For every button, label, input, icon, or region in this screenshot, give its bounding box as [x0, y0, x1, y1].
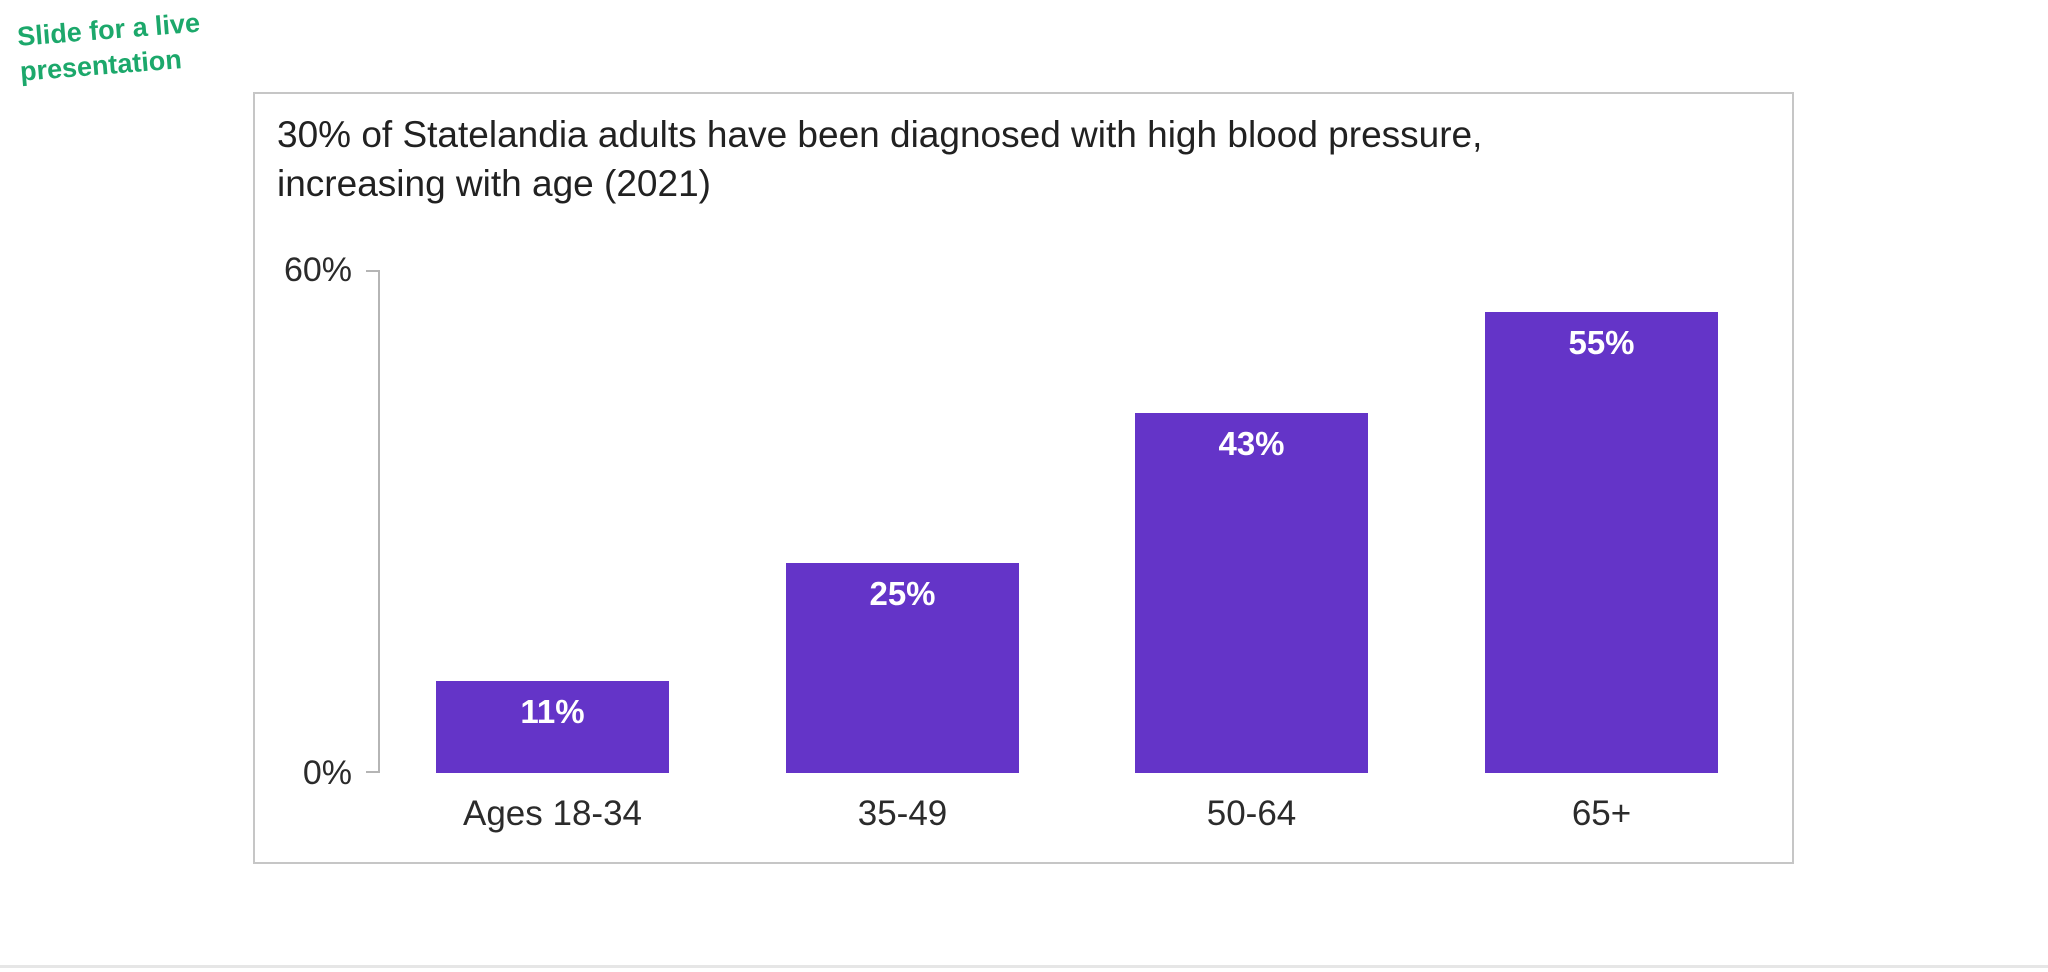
bar-group: 11% Ages 18-34	[436, 94, 669, 866]
y-axis-max-label: 60%	[283, 251, 352, 289]
y-axis-min-label: 0%	[302, 754, 352, 792]
y-axis-tick-min	[366, 771, 379, 773]
y-axis-line	[378, 270, 380, 773]
presenter-note: Slide for a live presentation	[16, 7, 202, 87]
bar-group: 25% 35-49	[786, 94, 1019, 866]
bar-group: 55% 65+	[1485, 94, 1718, 866]
bar: 25%	[786, 563, 1019, 773]
bar-value-label: 55%	[1568, 324, 1635, 361]
x-axis-category-label: 35-49	[857, 794, 948, 833]
bar-value-label: 11%	[520, 693, 585, 730]
chart-title: 30% of Statelandia adults have been diag…	[277, 114, 1483, 204]
x-axis-category-label: 65+	[1571, 794, 1632, 833]
bar-value-label: 43%	[1218, 425, 1285, 462]
bar-value-label: 25%	[869, 575, 936, 612]
bar: 43%	[1135, 413, 1368, 773]
y-axis-tick-max	[366, 270, 379, 272]
bar: 55%	[1485, 312, 1718, 773]
page-bottom-divider	[0, 965, 2048, 968]
x-axis-category-label: Ages 18-34	[462, 794, 643, 833]
bar: 11%	[436, 681, 669, 773]
chart-card: 30% of Statelandia adults have been diag…	[253, 92, 1794, 864]
x-axis-category-label: 50-64	[1206, 794, 1297, 833]
bar-group: 43% 50-64	[1135, 94, 1368, 866]
